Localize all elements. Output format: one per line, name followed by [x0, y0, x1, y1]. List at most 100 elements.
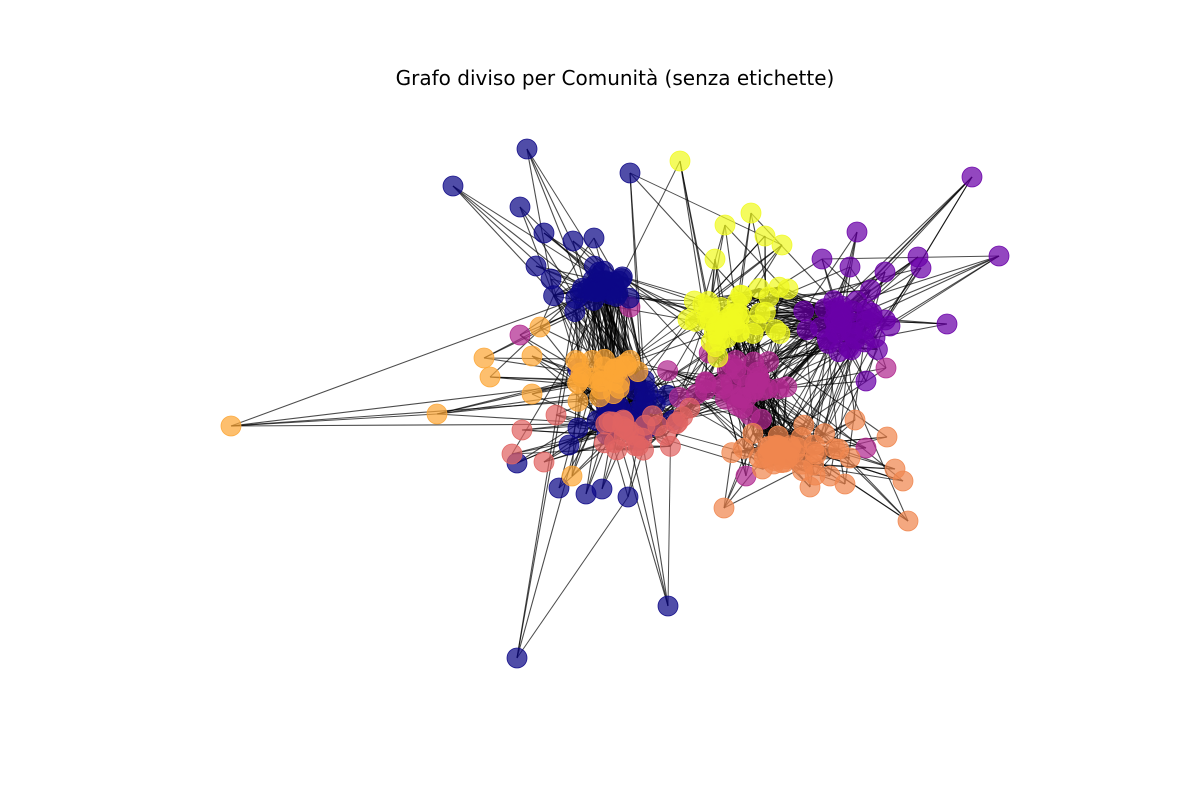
graph-node: [442, 175, 464, 197]
graph-edge: [740, 212, 752, 296]
graph-node: [509, 324, 531, 346]
graph-node: [426, 403, 448, 425]
graph-node: [583, 227, 605, 249]
graph-node: [543, 285, 564, 307]
graph-edge: [516, 496, 629, 659]
graph-node: [692, 293, 714, 315]
graph-edge: [667, 446, 671, 607]
graph-node: [803, 454, 824, 476]
graph-node: [669, 150, 691, 172]
chart-title: Grafo diviso per Comunità (senza etichet…: [395, 66, 835, 90]
graph-node: [558, 434, 580, 456]
graph-node: [768, 276, 790, 298]
graph-edge: [629, 172, 743, 296]
graph-node: [988, 245, 1010, 267]
graph-node: [897, 510, 919, 532]
graph-node: [220, 415, 242, 437]
graph-edge: [717, 329, 776, 358]
graph-node: [860, 279, 881, 301]
graph-node: [729, 304, 750, 325]
graph-edge: [866, 255, 1000, 311]
graph-node: [564, 301, 586, 322]
graph-node: [714, 317, 735, 339]
graph-edge: [230, 413, 438, 427]
graph-node: [828, 438, 850, 460]
graph-node: [855, 370, 877, 392]
graph-node: [892, 470, 914, 492]
graph-node: [742, 422, 764, 444]
graph-node: [506, 647, 528, 669]
graph-node: [793, 414, 815, 436]
graph-node: [844, 409, 866, 431]
graph-edge: [826, 338, 909, 522]
graph-node: [677, 309, 699, 330]
graph-node: [754, 447, 775, 469]
graph-edge: [780, 343, 829, 450]
graph-node: [606, 439, 628, 461]
graph-node: [562, 230, 584, 252]
graph-node: [619, 162, 641, 184]
node-layer: [220, 138, 1010, 669]
graph-node: [611, 266, 633, 288]
graph-node: [516, 138, 538, 160]
graph-node: [814, 423, 835, 445]
graph-node: [618, 287, 640, 309]
graph-edge: [826, 339, 840, 450]
graph-node: [811, 248, 833, 270]
graph-node: [936, 313, 958, 335]
graph-node: [740, 202, 762, 224]
graph-edge: [621, 160, 681, 278]
graph-node: [473, 347, 495, 369]
graph-node: [748, 278, 770, 299]
graph-node: [839, 256, 861, 278]
graph-edge: [553, 237, 595, 297]
graph-node: [548, 477, 570, 499]
graph-node: [694, 379, 716, 401]
graph-node: [754, 225, 776, 247]
graph-edge: [643, 319, 689, 381]
graph-node: [624, 435, 646, 457]
graph-node: [855, 437, 877, 459]
graph-node: [855, 318, 877, 340]
graph-node: [710, 297, 732, 318]
graph-edge: [516, 288, 584, 659]
graph-node: [511, 419, 533, 441]
graph-edge: [786, 367, 887, 388]
graph-node: [568, 370, 590, 392]
graph-node: [533, 222, 555, 244]
graph-node: [585, 281, 607, 303]
graph-node: [758, 351, 779, 373]
graph-edge: [230, 423, 606, 427]
graph-node: [730, 284, 751, 306]
graph-node: [742, 322, 764, 344]
graph-node: [602, 411, 624, 433]
graph-node: [713, 497, 735, 519]
graph-edge: [637, 320, 696, 372]
graph-node: [501, 443, 523, 465]
graph-node: [810, 316, 831, 338]
graph-edge: [679, 160, 704, 305]
graph-node: [545, 404, 567, 426]
graph-node: [509, 196, 531, 218]
graph-node: [876, 426, 898, 448]
graph-node: [567, 417, 589, 439]
graph-node: [961, 166, 983, 188]
graph-edge: [856, 176, 973, 302]
graph-node: [568, 352, 589, 374]
graph-node: [714, 214, 736, 236]
graph-edge: [230, 291, 597, 427]
graph-node: [529, 316, 551, 338]
graph-node: [479, 366, 501, 388]
graph-node: [591, 478, 613, 500]
graph-node: [657, 360, 678, 382]
graph-node: [567, 390, 589, 412]
graph-node: [525, 255, 547, 277]
graph-node: [533, 451, 555, 473]
graph-node: [778, 446, 800, 468]
graph-node: [704, 248, 726, 270]
graph-node: [771, 234, 793, 256]
graph-node: [521, 345, 543, 367]
graph-node: [634, 381, 655, 403]
